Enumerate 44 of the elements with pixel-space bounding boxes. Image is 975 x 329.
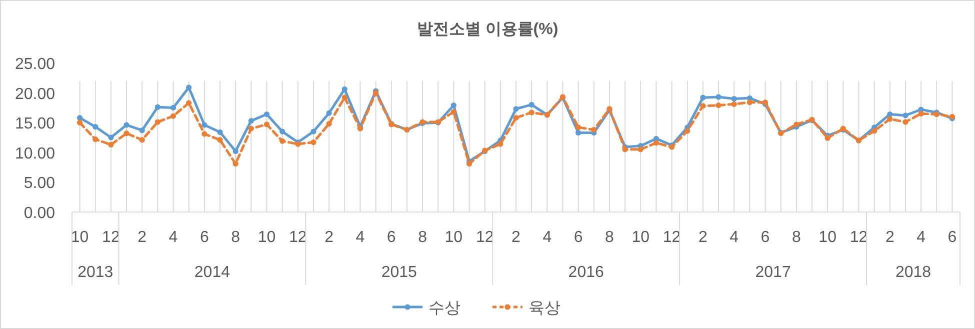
y-tick-label: 15.00 xyxy=(14,116,56,133)
x-tick-label: 12 xyxy=(102,229,120,246)
y-tick-label: 0.00 xyxy=(24,205,56,222)
y-tick-label: 20.00 xyxy=(14,86,56,103)
x-tick-label: 10 xyxy=(632,229,650,246)
x-tick-label: 4 xyxy=(356,229,365,246)
text: 2017 xyxy=(755,264,791,281)
chart-title: 발전소별 이용률(%) xyxy=(416,21,558,38)
y-tick-label: 25.00 xyxy=(14,56,56,73)
x-tick-label: 6 xyxy=(200,229,209,246)
x-tick-label: 4 xyxy=(168,229,178,246)
x-tick-label: 10 xyxy=(444,229,463,246)
x-tick-label: 2 xyxy=(512,229,521,246)
x-tick-label: 6 xyxy=(386,229,396,246)
text: 2013 xyxy=(78,264,114,281)
x-tick-label: 8 xyxy=(418,229,428,246)
x-tick-label: 12 xyxy=(476,229,494,246)
y-tick-label: 10.00 xyxy=(14,145,56,162)
x-tick-label: 4 xyxy=(542,229,552,246)
text: 2018 xyxy=(895,264,932,281)
x-tick-label: 12 xyxy=(662,229,681,246)
x-tick-label: 10 xyxy=(70,229,89,246)
x-tick-label: 2 xyxy=(885,229,894,246)
x-tick-label: 12 xyxy=(288,229,307,246)
text: 2016 xyxy=(568,264,604,281)
x-tick-label: 6 xyxy=(574,229,583,246)
x-tick-label: 4 xyxy=(730,229,739,246)
x-tick-label: 4 xyxy=(916,229,926,246)
x-tick-label: 8 xyxy=(792,229,801,246)
text: 2015 xyxy=(381,264,418,281)
x-tick-label: 2 xyxy=(138,229,147,246)
legend-label: 수상 xyxy=(428,300,460,317)
text: 2014 xyxy=(194,264,230,281)
x-tick-label: 10 xyxy=(818,229,837,246)
x-tick-label: 6 xyxy=(760,229,770,246)
x-tick-label: 2 xyxy=(698,229,708,246)
x-tick-label: 8 xyxy=(605,229,614,246)
x-tick-label: 2 xyxy=(324,229,334,246)
x-tick-label: 12 xyxy=(850,229,868,246)
x-tick-label: 6 xyxy=(948,229,957,246)
legend-label: 육상 xyxy=(528,300,560,317)
x-tick-label: 8 xyxy=(231,229,240,246)
x-tick-label: 10 xyxy=(258,229,276,246)
y-tick-label: 5.00 xyxy=(24,175,56,192)
